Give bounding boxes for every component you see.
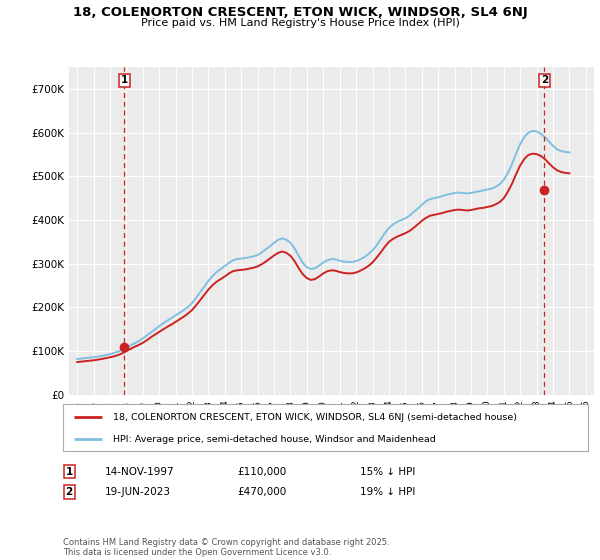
Text: Contains HM Land Registry data © Crown copyright and database right 2025.
This d: Contains HM Land Registry data © Crown c… (63, 538, 389, 557)
Text: 1: 1 (65, 466, 73, 477)
Text: 2: 2 (541, 76, 548, 85)
Text: HPI: Average price, semi-detached house, Windsor and Maidenhead: HPI: Average price, semi-detached house,… (113, 435, 436, 444)
Text: 1: 1 (121, 76, 128, 85)
Text: Price paid vs. HM Land Registry's House Price Index (HPI): Price paid vs. HM Land Registry's House … (140, 18, 460, 28)
Text: 18, COLENORTON CRESCENT, ETON WICK, WINDSOR, SL4 6NJ: 18, COLENORTON CRESCENT, ETON WICK, WIND… (73, 6, 527, 18)
Text: £110,000: £110,000 (237, 466, 286, 477)
Text: 14-NOV-1997: 14-NOV-1997 (105, 466, 175, 477)
Text: £470,000: £470,000 (237, 487, 286, 497)
Text: 19-JUN-2023: 19-JUN-2023 (105, 487, 171, 497)
Text: 18, COLENORTON CRESCENT, ETON WICK, WINDSOR, SL4 6NJ (semi-detached house): 18, COLENORTON CRESCENT, ETON WICK, WIND… (113, 413, 517, 422)
Text: 19% ↓ HPI: 19% ↓ HPI (360, 487, 415, 497)
Text: 15% ↓ HPI: 15% ↓ HPI (360, 466, 415, 477)
Text: 2: 2 (65, 487, 73, 497)
